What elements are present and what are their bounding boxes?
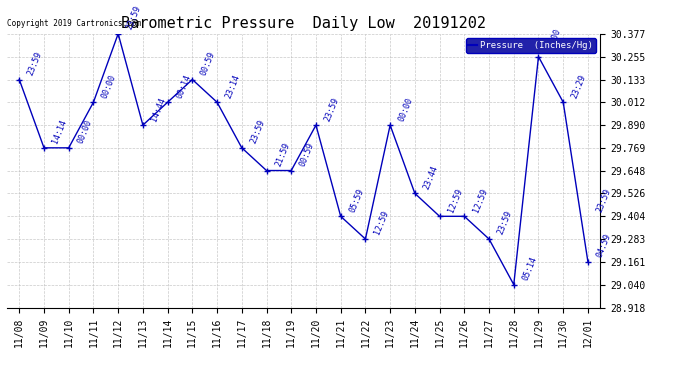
Text: 00:00: 00:00 <box>397 96 415 122</box>
Text: 14:44: 14:44 <box>150 96 168 122</box>
Text: 12:59: 12:59 <box>446 187 464 213</box>
Text: 00:00: 00:00 <box>76 118 93 145</box>
Legend: Pressure  (Inches/Hg): Pressure (Inches/Hg) <box>466 38 595 53</box>
Text: 12:59: 12:59 <box>373 210 390 236</box>
Text: 12:59: 12:59 <box>471 187 489 213</box>
Text: 00:00: 00:00 <box>100 73 118 99</box>
Text: 23:59: 23:59 <box>595 187 613 213</box>
Text: 23:59: 23:59 <box>323 96 341 122</box>
Text: 23:59: 23:59 <box>248 118 266 145</box>
Text: 05:59: 05:59 <box>348 187 365 213</box>
Title: Barometric Pressure  Daily Low  20191202: Barometric Pressure Daily Low 20191202 <box>121 16 486 31</box>
Text: 05:14: 05:14 <box>521 255 538 282</box>
Text: Copyright 2019 Cartronics.com: Copyright 2019 Cartronics.com <box>7 19 141 28</box>
Text: 00:59: 00:59 <box>199 50 217 77</box>
Text: 23:44: 23:44 <box>422 164 440 190</box>
Text: 00:14: 00:14 <box>175 73 193 99</box>
Text: 23:29: 23:29 <box>570 73 588 99</box>
Text: 23:59: 23:59 <box>26 50 44 77</box>
Text: 23:14: 23:14 <box>224 73 241 99</box>
Text: 23:59: 23:59 <box>496 210 513 236</box>
Text: 23:59: 23:59 <box>125 4 143 31</box>
Text: 21:59: 21:59 <box>273 141 291 168</box>
Text: 00:59: 00:59 <box>298 141 316 168</box>
Text: 14:14: 14:14 <box>51 118 68 145</box>
Text: 04:59: 04:59 <box>595 232 613 259</box>
Text: 00:00: 00:00 <box>545 27 563 54</box>
